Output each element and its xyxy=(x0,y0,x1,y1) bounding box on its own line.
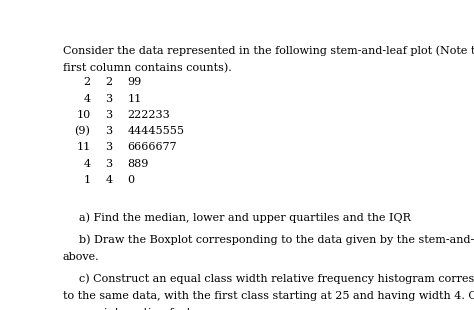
Text: 2: 2 xyxy=(83,78,91,87)
Text: 0: 0 xyxy=(127,175,134,185)
Text: 11: 11 xyxy=(76,142,91,152)
Text: a) Find the median, lower and upper quartiles and the IQR: a) Find the median, lower and upper quar… xyxy=(80,212,411,223)
Text: 10: 10 xyxy=(76,110,91,120)
Text: 4: 4 xyxy=(83,94,91,104)
Text: 2: 2 xyxy=(105,78,112,87)
Text: 99: 99 xyxy=(127,78,141,87)
Text: above.: above. xyxy=(63,252,100,262)
Text: 222233: 222233 xyxy=(127,110,170,120)
Text: 3: 3 xyxy=(105,94,112,104)
Text: to the same data, with the first class starting at 25 and having width 4. Commen: to the same data, with the first class s… xyxy=(63,291,474,301)
Text: 3: 3 xyxy=(105,126,112,136)
Text: 3: 3 xyxy=(105,158,112,169)
Text: 1: 1 xyxy=(83,175,91,185)
Text: 44445555: 44445555 xyxy=(127,126,184,136)
Text: 11: 11 xyxy=(127,94,141,104)
Text: 3: 3 xyxy=(105,142,112,152)
Text: 4: 4 xyxy=(83,158,91,169)
Text: Consider the data represented in the following stem-and-leaf plot (Note that the: Consider the data represented in the fol… xyxy=(63,46,474,56)
Text: 3: 3 xyxy=(105,110,112,120)
Text: b) Draw the Boxplot corresponding to the data given by the stem-and-leaf plot: b) Draw the Boxplot corresponding to the… xyxy=(80,234,474,245)
Text: (9): (9) xyxy=(74,126,91,136)
Text: c) Construct an equal class width relative frequency histogram corresponding: c) Construct an equal class width relati… xyxy=(80,273,474,284)
Text: 6666677: 6666677 xyxy=(127,142,177,152)
Text: 4: 4 xyxy=(105,175,112,185)
Text: first column contains counts).: first column contains counts). xyxy=(63,63,232,73)
Text: 889: 889 xyxy=(127,158,148,169)
Text: on any interesting feature.: on any interesting feature. xyxy=(63,308,214,310)
